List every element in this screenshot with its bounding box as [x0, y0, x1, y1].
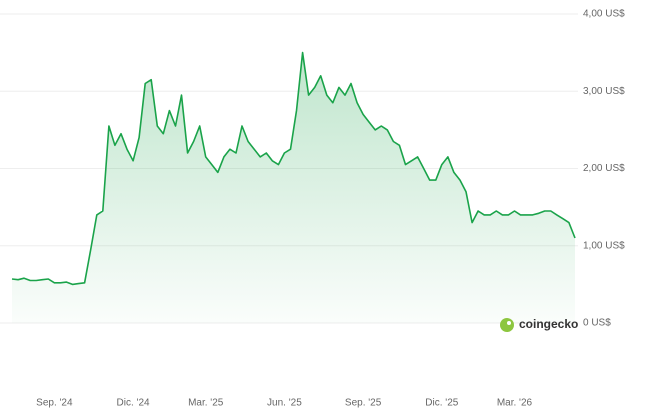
x-tick-label: Dic. '25 [425, 398, 458, 409]
x-tick-label: Sep. '24 [36, 398, 73, 409]
x-tick-label: Jun. '25 [267, 398, 302, 409]
logo-icon [500, 318, 514, 332]
watermark: coingecko [519, 317, 578, 331]
area [12, 52, 575, 323]
x-tick-label: Dic. '24 [117, 398, 150, 409]
y-tick-label: 4,00 US$ [583, 9, 625, 20]
logo-eye [507, 321, 511, 325]
price-line [11, 51, 576, 286]
y-tick-label: 2,00 US$ [583, 163, 625, 174]
x-tick-label: Sep. '25 [345, 398, 382, 409]
x-tick-label: Mar. '26 [497, 398, 533, 409]
y-tick-label: 3,00 US$ [583, 86, 625, 97]
y-tick-label: 0 US$ [583, 318, 611, 329]
y-tick-label: 1,00 US$ [583, 240, 625, 251]
x-tick-label: Mar. '25 [188, 398, 224, 409]
